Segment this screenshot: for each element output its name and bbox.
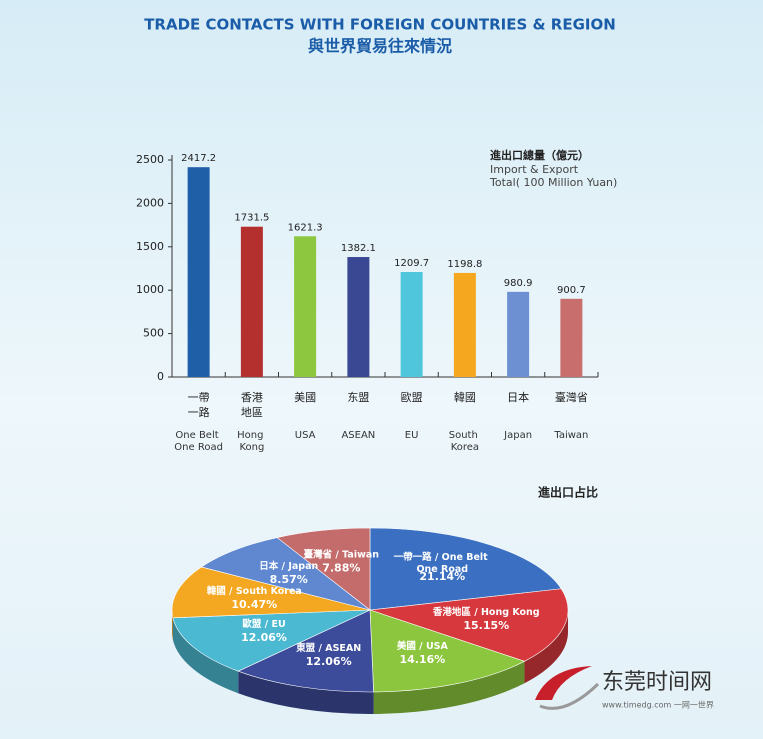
pie-title: 進出口占比 (538, 485, 598, 500)
y-label: 進出口總量（億元） (490, 148, 589, 162)
value-label: 1621.3 (288, 222, 323, 233)
slice-label: 歐盟 / EU (242, 618, 285, 630)
x-tick-label-en: Hong Kong (237, 430, 267, 453)
pie-slice (369, 588, 569, 662)
logo (535, 666, 600, 710)
y-tick-label: 1000 (136, 283, 164, 296)
slice-value: 12.06% (241, 631, 287, 644)
x-tick-label: 一帶一路 (188, 391, 210, 419)
x-tick-label-en: Taiwan (553, 430, 588, 441)
slice-label: 香港地區 / Hong Kong (432, 606, 540, 618)
slice-label: 一帶一路 / One Belt One Road (394, 550, 491, 574)
pie-slice (369, 527, 562, 611)
bar (560, 298, 583, 377)
x-tick-label: 香港地區 (241, 391, 263, 419)
x-tick-label-en: ASEAN (341, 430, 375, 441)
slice-value: 21.14% (419, 570, 465, 583)
slice-side (373, 661, 525, 714)
x-tick-label-en: EU (405, 430, 419, 441)
slice-side (524, 610, 568, 684)
watermark: 东莞时间网 (602, 670, 712, 695)
y-tick-label: 2000 (136, 196, 164, 209)
pie-slice (237, 609, 374, 693)
y-label: Import & Export (490, 163, 579, 176)
slice-label: 美國 / USA (396, 640, 449, 652)
slice-value: 14.16% (399, 653, 445, 666)
value-label: 980.9 (504, 278, 533, 289)
x-tick-label: 臺灣省 (555, 390, 588, 404)
slice-value: 15.15% (463, 619, 509, 632)
y-tick-label: 0 (157, 370, 164, 383)
x-tick-label: 美國 (294, 391, 316, 404)
subtitle: 與世界貿易往來情況 (308, 37, 452, 56)
slice-label: 東盟 / ASEAN (295, 642, 361, 654)
slice-side (172, 617, 239, 694)
pie-slice (200, 537, 371, 611)
y-tick-label: 500 (143, 327, 164, 340)
value-label: 1731.5 (234, 213, 269, 224)
slice-side (238, 671, 374, 714)
y-tick-label: 2500 (136, 153, 164, 166)
slice-value: 7.88% (322, 561, 360, 574)
y-tick-label: 1500 (136, 240, 164, 253)
pie-slice (172, 609, 371, 672)
pie-slice (369, 609, 526, 693)
slice-label: 韓國 / South Korea (207, 584, 302, 596)
pie-slice (171, 566, 371, 619)
x-tick-label-en: USA (295, 430, 316, 441)
bar (400, 271, 423, 377)
pie-slice (276, 527, 371, 611)
slice-value: 10.47% (231, 598, 277, 611)
x-tick-label-en: One Belt One Road (174, 430, 223, 453)
value-label: 1382.1 (341, 243, 376, 254)
bar (294, 236, 317, 377)
bar (507, 291, 530, 377)
title: TRADE CONTACTS WITH FOREIGN COUNTRIES & … (144, 16, 616, 34)
x-tick-label: 日本 (507, 390, 529, 404)
value-label: 1209.7 (394, 258, 429, 269)
value-label: 1198.8 (447, 259, 482, 270)
x-tick-label-en: Japan (503, 430, 532, 441)
x-tick-label: 歐盟 (401, 390, 423, 404)
bar (347, 257, 370, 377)
value-label: 900.7 (557, 285, 586, 296)
x-tick-label-en: South Korea (449, 430, 481, 453)
slice-label: 日本 / Japan (259, 560, 318, 572)
y-label: Total( 100 Million Yuan) (489, 176, 617, 189)
bar (240, 226, 263, 377)
bar (453, 272, 476, 377)
bar (187, 167, 210, 377)
value-label: 2417.2 (181, 153, 216, 164)
slice-label: 臺灣省 / Taiwan (304, 548, 380, 560)
x-tick-label: 东盟 (347, 391, 369, 404)
slice-value: 8.57% (270, 573, 308, 586)
slice-value: 12.06% (306, 655, 352, 668)
x-tick-label: 韓國 (454, 391, 476, 404)
watermark-url: www.timedg.com 一网一世界 (602, 700, 714, 710)
